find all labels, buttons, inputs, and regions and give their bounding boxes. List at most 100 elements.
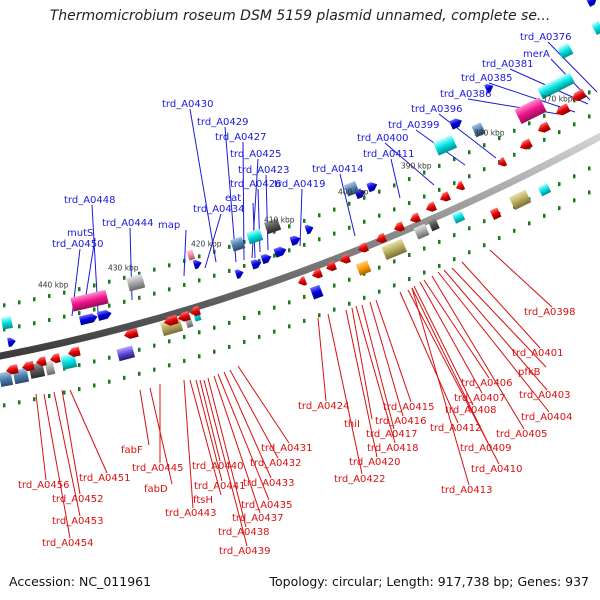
gc-dot bbox=[183, 334, 186, 339]
reverse-gene-arrow bbox=[572, 88, 587, 102]
gc-dot bbox=[423, 246, 426, 251]
forward-gene-label: map bbox=[158, 220, 180, 231]
gc-dot bbox=[3, 303, 6, 308]
gc-dot bbox=[198, 254, 201, 259]
gc-dot bbox=[213, 325, 216, 330]
gc-dot bbox=[18, 300, 21, 305]
leader-line bbox=[183, 379, 194, 509]
leader-line bbox=[257, 188, 261, 253]
cog-feature-box bbox=[186, 249, 196, 261]
gc-dot bbox=[438, 263, 441, 268]
gc-dot bbox=[243, 263, 246, 268]
reverse-gene-arrow bbox=[326, 260, 337, 272]
gc-dot bbox=[408, 177, 411, 182]
leader-line bbox=[61, 389, 81, 495]
leader-line bbox=[369, 301, 404, 417]
gc-dot bbox=[513, 228, 516, 233]
gc-dot bbox=[258, 310, 261, 315]
cog-feature-box bbox=[508, 189, 532, 211]
gc-dot bbox=[273, 305, 276, 310]
reverse-gene-label: trd_A0431 bbox=[261, 443, 313, 454]
gc-dot bbox=[258, 258, 261, 263]
reverse-gene-arrow bbox=[124, 327, 139, 339]
leader-line bbox=[423, 279, 490, 379]
reverse-gene-arrow bbox=[456, 180, 466, 191]
cog-feature-box bbox=[451, 210, 466, 224]
gc-dot bbox=[168, 287, 171, 292]
gc-dot bbox=[243, 315, 246, 320]
reverse-gene-label: trd_A0432 bbox=[250, 458, 302, 469]
kbp-tick-label: 420 kbp bbox=[191, 240, 222, 249]
gc-dot bbox=[78, 363, 81, 368]
gc-dot bbox=[498, 236, 501, 241]
genome-summary-text: Topology: circular; Length: 917,738 bp; … bbox=[269, 574, 590, 589]
forward-gene-label: trd_A0429 bbox=[197, 117, 249, 128]
gc-dot bbox=[423, 194, 426, 199]
forward-gene-arrow bbox=[96, 309, 112, 321]
reverse-gene-arrow bbox=[298, 276, 308, 286]
gc-dot bbox=[318, 313, 321, 318]
forward-gene-label: trd_A0399 bbox=[388, 120, 440, 131]
gc-dot bbox=[33, 321, 36, 326]
accession-text: Accession: NC_011961 bbox=[9, 574, 152, 589]
reverse-gene-label: trd_A0415 bbox=[383, 402, 435, 413]
gc-dot bbox=[3, 403, 6, 408]
cog-feature-box bbox=[433, 134, 458, 156]
leader-line bbox=[451, 267, 547, 368]
gc-dot bbox=[93, 283, 96, 288]
gc-dot bbox=[198, 354, 201, 359]
gc-dot bbox=[243, 339, 246, 344]
leader-line bbox=[411, 287, 489, 444]
reverse-gene-label: trd_A0410 bbox=[471, 464, 523, 475]
reverse-gene-label: trd_A0418 bbox=[367, 443, 419, 454]
gc-dot bbox=[393, 283, 396, 288]
kbp-tick-labels: 440 kbp 430 kbp 420 kbp 410 kbp 400 kbp 390 k… bbox=[38, 95, 573, 290]
reverse-gene-label: trd_A0407 bbox=[454, 393, 506, 404]
leader-line bbox=[183, 229, 187, 277]
gc-dot bbox=[483, 243, 486, 248]
leader-line bbox=[195, 379, 223, 482]
reverse-gene-arrow bbox=[394, 221, 405, 232]
leader-line bbox=[361, 304, 395, 430]
gc-dot bbox=[543, 213, 546, 218]
gc-dot bbox=[513, 152, 516, 157]
gc-dot bbox=[468, 150, 471, 155]
kbp-tick-label: 410 kbp bbox=[264, 215, 295, 224]
reverse-gene-label: trd_A0456 bbox=[18, 480, 70, 491]
gc-dot bbox=[378, 265, 381, 270]
label-leader-lines bbox=[35, 41, 598, 547]
leader-line bbox=[35, 393, 47, 481]
forward-gene-arrow bbox=[260, 253, 272, 265]
gc-dot bbox=[393, 207, 396, 212]
reverse-gene-arrow bbox=[50, 353, 61, 364]
gc-dot bbox=[168, 339, 171, 344]
gc-dot bbox=[558, 182, 561, 187]
gc-dot bbox=[588, 166, 591, 171]
reverse-gene-label: trd_A0401 bbox=[512, 348, 564, 359]
forward-gene-label: trd_A0426 bbox=[230, 179, 282, 190]
leader-line bbox=[189, 379, 222, 496]
gc-dot bbox=[228, 344, 231, 349]
gc-dot bbox=[318, 213, 321, 218]
kbp-tick-label: 440 kbp bbox=[38, 280, 69, 289]
gc-dot bbox=[138, 371, 141, 376]
gc-dot-tracks bbox=[3, 90, 591, 408]
kbp-tick-label: 390 kbp bbox=[401, 161, 432, 170]
gc-dot bbox=[273, 329, 276, 334]
reverse-gene-label: trd_A0440 bbox=[192, 461, 244, 472]
leader-line bbox=[149, 387, 173, 485]
leader-line bbox=[299, 188, 303, 247]
gc-dot bbox=[348, 277, 351, 282]
forward-gene-label: mutS bbox=[67, 228, 93, 239]
forward-gene-arrow bbox=[7, 337, 16, 347]
cog-feature-box bbox=[471, 122, 486, 138]
reverse-gene-arrow bbox=[520, 138, 533, 150]
gc-dot bbox=[93, 383, 96, 388]
reverse-gene-label: trd_A0413 bbox=[441, 485, 493, 496]
cog-feature-box bbox=[116, 345, 135, 362]
forward-gene-arrow bbox=[449, 118, 462, 130]
reverse-gene-label: fabF bbox=[121, 445, 143, 456]
gc-dot bbox=[483, 219, 486, 224]
leader-line bbox=[351, 307, 373, 420]
gc-dot bbox=[63, 314, 66, 319]
